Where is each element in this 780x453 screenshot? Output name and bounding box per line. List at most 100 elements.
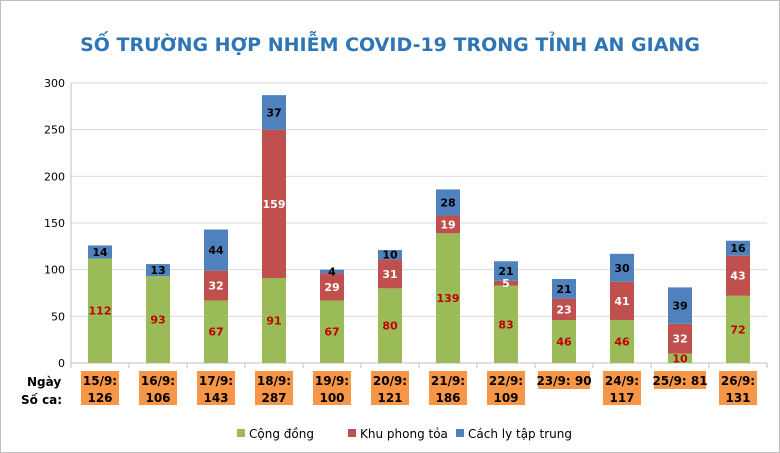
row-label-count: Số ca: bbox=[21, 393, 62, 407]
category-label-box bbox=[429, 371, 467, 405]
data-label: 29 bbox=[324, 281, 339, 294]
legend-label: Cách ly tập trung bbox=[468, 427, 572, 441]
bar-segment bbox=[320, 269, 344, 274]
gridlines bbox=[71, 82, 767, 364]
data-label: 159 bbox=[263, 198, 286, 211]
data-label: 91 bbox=[266, 315, 281, 328]
category-label: 22/9: bbox=[489, 374, 523, 388]
y-tick-label: 100 bbox=[44, 264, 65, 277]
data-label: 21 bbox=[498, 265, 513, 278]
bar-segment bbox=[378, 250, 402, 260]
category-label: 25/9: 81 bbox=[652, 374, 707, 388]
bar-segment bbox=[726, 295, 750, 363]
bar-segment bbox=[610, 281, 634, 321]
bar-segment bbox=[552, 320, 576, 363]
category-label-box bbox=[487, 371, 525, 405]
data-label: 28 bbox=[440, 196, 455, 209]
category-label: 20/9: bbox=[373, 374, 407, 388]
total-label: 100 bbox=[319, 391, 344, 405]
category-label-box bbox=[313, 371, 351, 405]
bar-segment bbox=[320, 300, 344, 363]
data-label: 21 bbox=[556, 283, 571, 296]
bar-segment bbox=[204, 300, 228, 363]
legend-swatch bbox=[456, 429, 464, 437]
data-label: 139 bbox=[437, 292, 460, 305]
bar-segment bbox=[204, 229, 228, 271]
data-label: 80 bbox=[382, 320, 398, 333]
data-label: 13 bbox=[150, 264, 165, 277]
y-tick-label: 250 bbox=[44, 124, 65, 137]
category-label: 23/9: 90 bbox=[536, 374, 591, 388]
y-tick-label: 200 bbox=[44, 170, 65, 183]
bar-segment bbox=[378, 288, 402, 363]
data-label: 37 bbox=[266, 106, 281, 119]
category-label: 15/9: bbox=[83, 374, 117, 388]
category-label-box bbox=[719, 371, 757, 405]
y-tick-label: 0 bbox=[58, 357, 65, 370]
data-label: 39 bbox=[672, 300, 687, 313]
bar-segment bbox=[552, 279, 576, 299]
bar-segment bbox=[146, 276, 170, 363]
total-label: 143 bbox=[203, 391, 228, 405]
category-labels: Ngày Số ca: 15/9: 126 16/9: 106 17/9: 143 18/9: 2… bbox=[21, 371, 757, 407]
category-label-box bbox=[255, 371, 293, 405]
category-label: 24/9: bbox=[605, 374, 639, 388]
data-label: 14 bbox=[92, 246, 108, 259]
bar-segment bbox=[552, 298, 576, 321]
total-label: 287 bbox=[261, 391, 286, 405]
legend: Cộng đồng Khu phong tỏa Cách ly tập trung bbox=[237, 427, 572, 441]
y-axis: 0 50 100 150 200 250 300 bbox=[44, 77, 768, 370]
total-label: 117 bbox=[609, 391, 634, 405]
data-label: 44 bbox=[208, 244, 224, 257]
bar-segment bbox=[668, 287, 692, 324]
total-label: 186 bbox=[435, 391, 460, 405]
category-label-box bbox=[538, 371, 590, 389]
bar-segment bbox=[668, 323, 692, 354]
data-label: 32 bbox=[208, 280, 223, 293]
category-label-box bbox=[81, 371, 119, 405]
legend-label: Cộng đồng bbox=[249, 427, 314, 441]
bar-segment bbox=[436, 215, 460, 234]
data-label: 5 bbox=[502, 277, 510, 290]
data-label: 41 bbox=[614, 295, 629, 308]
data-label: 67 bbox=[324, 326, 339, 339]
bar-segment bbox=[494, 280, 518, 286]
bar-segment bbox=[88, 258, 112, 363]
category-label-box bbox=[139, 371, 177, 405]
category-label-box bbox=[654, 371, 706, 389]
legend-swatch bbox=[348, 429, 356, 437]
total-label: 121 bbox=[377, 391, 402, 405]
bar-segment bbox=[726, 255, 750, 296]
bar-segment bbox=[610, 253, 634, 282]
total-label: 126 bbox=[87, 391, 112, 405]
data-label: 112 bbox=[89, 305, 112, 318]
bar-segment bbox=[262, 95, 286, 130]
category-label: 19/9: bbox=[315, 374, 349, 388]
category-label-box bbox=[197, 371, 235, 405]
data-labels: 112 14 93 13 67 32 44 91 159 37 67 29 4 80 31 10 139 19 28… bbox=[89, 106, 746, 365]
data-label: 10 bbox=[382, 249, 398, 262]
data-label: 19 bbox=[440, 218, 455, 231]
data-label: 32 bbox=[672, 333, 687, 346]
bar-segment bbox=[494, 261, 518, 281]
bar-segment bbox=[320, 273, 344, 301]
bar-segment bbox=[494, 285, 518, 363]
data-label: 46 bbox=[614, 336, 630, 349]
category-label: 18/9: bbox=[257, 374, 291, 388]
bars bbox=[88, 95, 750, 363]
data-label: 43 bbox=[730, 270, 745, 283]
data-label: 72 bbox=[730, 323, 745, 336]
category-label-box bbox=[603, 371, 641, 405]
legend-label: Khu phong tỏa bbox=[360, 427, 448, 441]
data-label: 46 bbox=[556, 336, 572, 349]
row-label-date: Ngày bbox=[27, 375, 61, 389]
category-label: 21/9: bbox=[431, 374, 465, 388]
chart-title: SỐ TRƯỜNG HỢP NHIỄM COVID-19 TRONG TỈNH … bbox=[80, 29, 700, 56]
data-label: 83 bbox=[498, 318, 513, 331]
bar-segment bbox=[668, 353, 692, 363]
y-tick-label: 50 bbox=[51, 310, 65, 323]
total-label: 109 bbox=[493, 391, 518, 405]
data-label: 30 bbox=[614, 262, 630, 275]
data-label: 10 bbox=[672, 352, 688, 365]
